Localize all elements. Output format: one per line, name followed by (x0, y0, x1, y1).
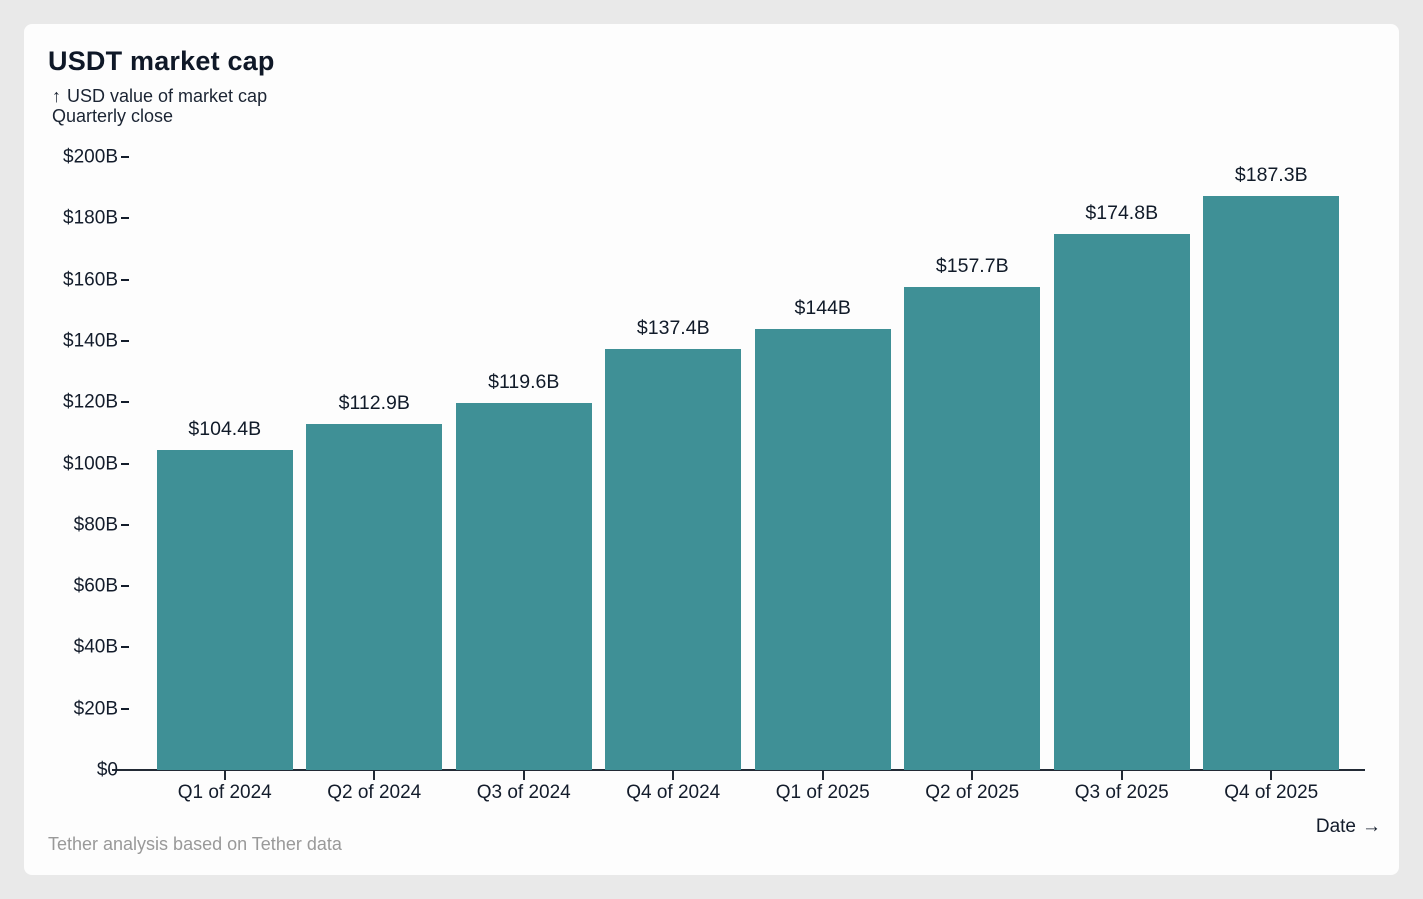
chart-card: USDT market cap ↑ USD value of market cap… (24, 24, 1399, 875)
y-axis-tick-mark (121, 156, 129, 158)
x-axis-tick-mark (223, 770, 226, 780)
y-axis-tick-mark (121, 217, 129, 220)
y-axis-tick-mark (121, 401, 129, 404)
x-axis-caption-label: Date (1315, 816, 1356, 837)
bar-value-label: $112.9B (338, 391, 410, 414)
y-axis-tick-label: $140B (63, 330, 118, 352)
x-axis-tick-label: Q1 of 2025 (775, 782, 870, 803)
bar-value-label: $187.3B (1234, 163, 1308, 186)
y-axis-tick-mark (121, 339, 129, 342)
y-axis-tick-label: $60B (73, 575, 118, 597)
plot-area: $0 $20B $40B $60B $80B $100B $120B $140B $160B $1… (63, 148, 1365, 803)
bar (1053, 234, 1190, 770)
subtitle-line-1: ↑ USD value of market cap (52, 86, 267, 106)
y-axis-description: USD value of market cap (67, 86, 268, 106)
y-axis-tick-mark (121, 585, 129, 588)
x-axis-tick-mark (672, 770, 675, 780)
subtitle-line-2: Quarterly close (52, 106, 174, 126)
x-axis-line (112, 769, 1365, 771)
y-axis-tick-label: $40B (73, 636, 118, 658)
y-axis-tick-label: $200B (63, 146, 118, 168)
x-axis-tick-mark (821, 770, 824, 780)
y-axis-tick-mark (121, 278, 129, 281)
source-note: Tether analysis based on Tether data (48, 834, 342, 854)
bar (455, 403, 592, 770)
bar-value-label: $104.4B (188, 418, 262, 441)
bar-group: $157.7B Q2 of 2025 (898, 157, 1048, 803)
x-axis-tick-label: Q2 of 2025 (925, 782, 1020, 803)
y-axis-tick-label: $160B (63, 269, 118, 291)
bar-value-label: $119.6B (488, 371, 560, 394)
y-axis-tick-label: $180B (63, 207, 118, 229)
bar-value-label: $157.7B (935, 254, 1009, 277)
bar-group: $174.8B Q3 of 2025 (1047, 157, 1197, 803)
bar (1203, 195, 1340, 770)
y-axis-tick-label: $80B (73, 514, 118, 536)
up-arrow-icon: ↑ (52, 86, 61, 106)
bar (306, 423, 443, 770)
bar-group: $187.3B Q4 of 2025 (1197, 157, 1347, 803)
bar (605, 348, 742, 770)
chart-subtitle: ↑ USD value of market cap Quarterly close (52, 86, 267, 126)
y-axis-tick-label: $100B (63, 453, 118, 474)
bar-group: $112.9B Q2 of 2024 (300, 157, 450, 803)
bar-value-label: $144B (794, 296, 851, 319)
x-axis-tick-label: Q3 of 2024 (476, 782, 571, 803)
x-axis-tick-mark (1270, 770, 1273, 780)
bar-group: $119.6B Q3 of 2024 (449, 157, 599, 803)
chart-title: USDT market cap (48, 46, 275, 76)
bar (156, 450, 293, 770)
bar-value-label: $137.4B (636, 316, 710, 339)
x-axis-tick-mark (522, 770, 525, 780)
bar-value-label: $174.8B (1085, 202, 1159, 225)
y-axis-tick-mark (121, 707, 129, 710)
y-axis-tick-label: $20B (73, 698, 118, 720)
x-axis-tick-label: Q1 of 2024 (177, 782, 272, 803)
y-axis-tick-mark (121, 462, 129, 465)
bar (754, 328, 891, 770)
x-axis-tick-label: Q3 of 2025 (1074, 782, 1169, 803)
x-axis-tick-label: Q4 of 2024 (626, 782, 721, 803)
y-axis-tick-mark (121, 646, 129, 649)
x-axis-tick-mark (1120, 770, 1123, 780)
bar-group: $137.4B Q4 of 2024 (599, 157, 749, 803)
x-axis-tick-label: Q4 of 2025 (1224, 782, 1319, 803)
x-axis-tick-mark (373, 770, 376, 780)
bar-group: $104.4B Q1 of 2024 (150, 157, 300, 803)
x-axis-tick-mark (971, 770, 974, 780)
bar-group: $144B Q1 of 2025 (748, 157, 898, 803)
y-axis-tick-label: $120B (63, 391, 118, 413)
y-axis-tick-label: $0 (96, 759, 118, 781)
x-axis-tick-label: Q2 of 2024 (327, 782, 422, 803)
right-arrow-icon: → (1362, 816, 1381, 837)
bar (904, 286, 1041, 770)
x-axis-caption: Date → (1316, 816, 1381, 838)
y-axis-tick-mark (121, 523, 129, 526)
